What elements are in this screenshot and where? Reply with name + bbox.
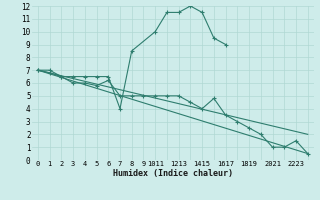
X-axis label: Humidex (Indice chaleur): Humidex (Indice chaleur) (113, 169, 233, 178)
